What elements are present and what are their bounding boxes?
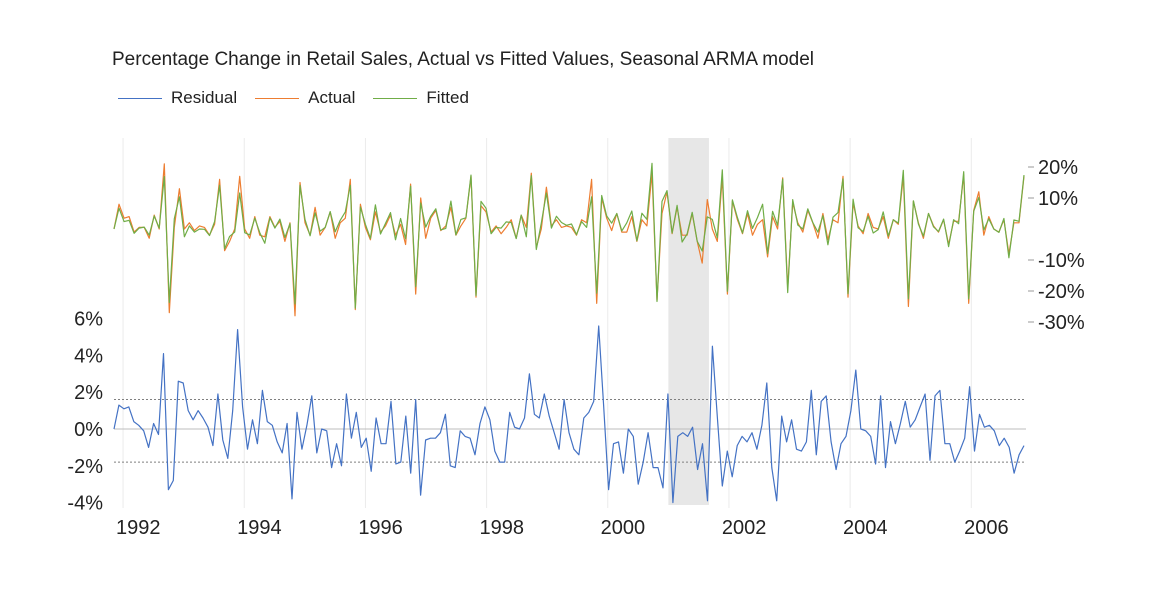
legend-swatch-residual — [118, 97, 162, 99]
series-line-residual — [113, 325, 1025, 504]
legend-entry-actual: Actual — [255, 88, 355, 108]
right-axis-tick-label: 10% — [1038, 188, 1078, 210]
series-line-actual — [113, 163, 1025, 317]
right-axis-tick-label: -10% — [1038, 250, 1085, 272]
left-axis-tick-label: 6% — [74, 309, 103, 331]
legend-label-actual: Actual — [308, 88, 356, 107]
legend-entry-residual: Residual — [118, 88, 237, 108]
legend-label-residual: Residual — [171, 88, 238, 107]
series-line-fitted — [113, 162, 1025, 309]
x-axis-tick-label: 2004 — [843, 517, 888, 539]
right-axis-tick-label: 20% — [1038, 157, 1078, 179]
legend: Residual Actual Fitted — [118, 88, 469, 108]
left-axis-tick-label: -2% — [67, 456, 103, 478]
left-axis-tick-label: 0% — [74, 419, 103, 441]
left-axis-tick-label: -4% — [67, 493, 103, 515]
right-axis-tick-label: -30% — [1038, 312, 1085, 334]
left-axis-tick-label: 4% — [74, 345, 103, 367]
x-axis-tick-label: 1996 — [358, 517, 403, 539]
right-axis-tick-label: -20% — [1038, 281, 1085, 303]
legend-swatch-actual — [255, 97, 300, 99]
x-axis-tick-label: 1994 — [237, 517, 282, 539]
legend-label-fitted: Fitted — [426, 88, 469, 107]
legend-entry-fitted: Fitted — [373, 88, 469, 108]
left-axis-tick-label: 2% — [74, 382, 103, 404]
chart-title: Percentage Change in Retail Sales, Actua… — [112, 49, 814, 70]
x-axis-tick-label: 1998 — [479, 517, 524, 539]
x-axis-tick-label: 2006 — [964, 517, 1009, 539]
legend-swatch-fitted — [373, 97, 418, 99]
x-axis-tick-label: 2000 — [601, 517, 646, 539]
x-axis-tick-label: 1992 — [116, 517, 161, 539]
x-axis-tick-label: 2002 — [722, 517, 767, 539]
